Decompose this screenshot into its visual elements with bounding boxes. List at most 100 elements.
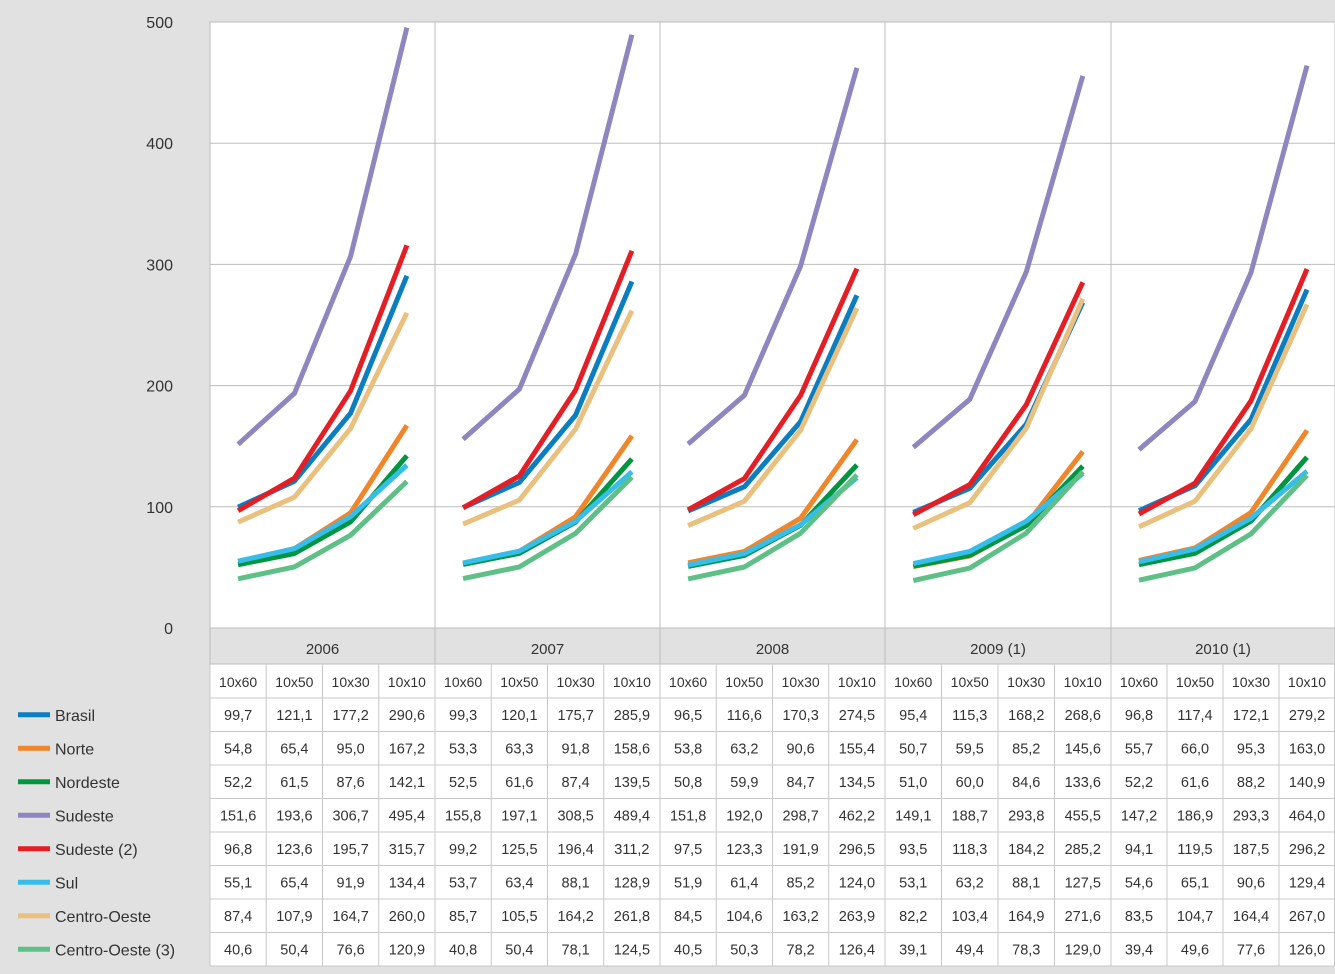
- sub-category-label: 10x30: [1232, 674, 1270, 690]
- table-cell-value: 103,4: [952, 909, 988, 925]
- y-tick-label: 300: [146, 257, 173, 274]
- table-cell-value: 175,7: [557, 708, 593, 724]
- table-cell-value: 271,6: [1065, 909, 1101, 925]
- table-cell-value: 40,6: [224, 942, 252, 958]
- sub-category-label: 10x50: [500, 674, 538, 690]
- table-cell-value: 118,3: [952, 842, 987, 858]
- sub-category-label: 10x60: [219, 674, 257, 690]
- table-cell-value: 99,3: [449, 708, 477, 724]
- table-cell-value: 164,9: [1008, 909, 1044, 925]
- sub-category-label: 10x30: [332, 674, 370, 690]
- table-cell-value: 40,8: [449, 942, 477, 958]
- sub-category-label: 10x50: [1176, 674, 1214, 690]
- legend-label: Centro-Oeste (3): [55, 942, 175, 959]
- sub-category-label: 10x60: [444, 674, 482, 690]
- table-cell-value: 290,6: [389, 708, 425, 724]
- sub-category-label: 10x50: [725, 674, 763, 690]
- table-cell-value: 296,2: [1289, 842, 1325, 858]
- series-line-centro-oeste-3: [237, 479, 409, 582]
- table-cell-value: 65,4: [280, 741, 308, 757]
- legend-label: Norte: [55, 741, 94, 758]
- table-cell-value: 95,4: [899, 708, 927, 724]
- table-cell-value: 298,7: [782, 808, 818, 824]
- series-line-brasil: [462, 280, 635, 510]
- table-cell-value: 168,2: [1008, 708, 1044, 724]
- table-cell-value: 78,1: [562, 942, 590, 958]
- table-cell-value: 193,6: [276, 808, 312, 824]
- table-cell-value: 95,3: [1237, 741, 1265, 757]
- table-cell-value: 315,7: [389, 842, 425, 858]
- group-label: 2009 (1): [970, 641, 1026, 658]
- table-cell-value: 84,6: [1012, 775, 1040, 791]
- table-cell-value: 149,1: [895, 808, 931, 824]
- table-cell-value: 85,7: [449, 909, 477, 925]
- table-cell-value: 78,2: [787, 942, 815, 958]
- series-line-sudeste: [236, 27, 410, 447]
- table-cell-value: 126,4: [839, 942, 875, 958]
- table-cell-value: 261,8: [614, 909, 650, 925]
- table-cell-value: 187,5: [1233, 842, 1269, 858]
- table-cell-value: 49,6: [1181, 942, 1209, 958]
- sub-category-label: 10x60: [669, 674, 707, 690]
- table-cell-value: 191,9: [782, 842, 818, 858]
- table-cell-value: 61,6: [505, 775, 533, 791]
- table-cell-value: 61,5: [280, 775, 308, 791]
- table-cell-value: 147,2: [1121, 808, 1157, 824]
- table-cell-value: 107,9: [276, 909, 312, 925]
- table-cell-value: 124,0: [839, 875, 875, 891]
- table-cell-value: 63,3: [505, 741, 533, 757]
- table-cell-value: 60,0: [956, 775, 984, 791]
- table-cell-value: 126,0: [1289, 942, 1325, 958]
- series-line-sudeste: [911, 75, 1086, 450]
- table-cell-value: 308,5: [557, 808, 593, 824]
- table-cell-value: 66,0: [1181, 741, 1209, 757]
- table-cell-value: 96,8: [224, 842, 252, 858]
- table-cell-value: 170,3: [782, 708, 818, 724]
- table-cell-value: 50,4: [280, 942, 308, 958]
- table-cell-value: 129,4: [1289, 875, 1325, 891]
- table-cell-value: 129,0: [1065, 942, 1101, 958]
- table-cell-value: 59,9: [730, 775, 758, 791]
- table-cell-value: 104,7: [1177, 909, 1213, 925]
- table-cell-value: 65,1: [1181, 875, 1209, 891]
- table-cell-value: 53,8: [674, 741, 702, 757]
- table-cell-value: 93,5: [899, 842, 927, 858]
- table-cell-value: 167,2: [389, 741, 425, 757]
- table-cell-value: 87,6: [337, 775, 365, 791]
- series-line-centro-oeste: [1137, 303, 1310, 530]
- table-cell-value: 99,2: [449, 842, 477, 858]
- table-cell-value: 177,2: [332, 708, 368, 724]
- table-cell-value: 51,0: [899, 775, 927, 791]
- table-cell-value: 462,2: [839, 808, 875, 824]
- table-cell-value: 268,6: [1065, 708, 1101, 724]
- series-line-sudeste-2: [236, 244, 410, 513]
- legend-label: Centro-Oeste: [55, 909, 151, 926]
- series-line-sudeste-2: [912, 281, 1086, 517]
- sub-category-label: 10x50: [951, 674, 989, 690]
- series-line-centro-oeste-3: [1138, 473, 1309, 583]
- series-line-centro-oeste-3: [462, 475, 634, 582]
- table-cell-value: 285,9: [614, 708, 650, 724]
- table-cell-value: 49,4: [956, 942, 984, 958]
- legend-label: Sul: [55, 875, 78, 892]
- y-tick-label: 400: [146, 136, 173, 153]
- table-cell-value: 76,6: [337, 942, 365, 958]
- table-cell-value: 85,2: [787, 875, 815, 891]
- series-line-sudeste-2: [686, 267, 860, 512]
- group-label: 2007: [531, 641, 564, 658]
- y-tick-label: 0: [164, 621, 173, 638]
- legend-label: Sudeste (2): [55, 842, 138, 859]
- table-cell-value: 50,8: [674, 775, 702, 791]
- table-cell-value: 296,5: [839, 842, 875, 858]
- table-cell-value: 267,0: [1289, 909, 1325, 925]
- table-cell-value: 90,6: [1237, 875, 1265, 891]
- table-cell-value: 116,6: [727, 708, 762, 724]
- table-cell-value: 39,1: [899, 942, 927, 958]
- series-line-centro-oeste: [912, 297, 1086, 531]
- table-cell-value: 163,0: [1289, 741, 1325, 757]
- table-cell-value: 53,3: [449, 741, 477, 757]
- sub-category-label: 10x30: [557, 674, 595, 690]
- table-cell-value: 91,9: [337, 875, 365, 891]
- table-cell-value: 196,4: [557, 842, 593, 858]
